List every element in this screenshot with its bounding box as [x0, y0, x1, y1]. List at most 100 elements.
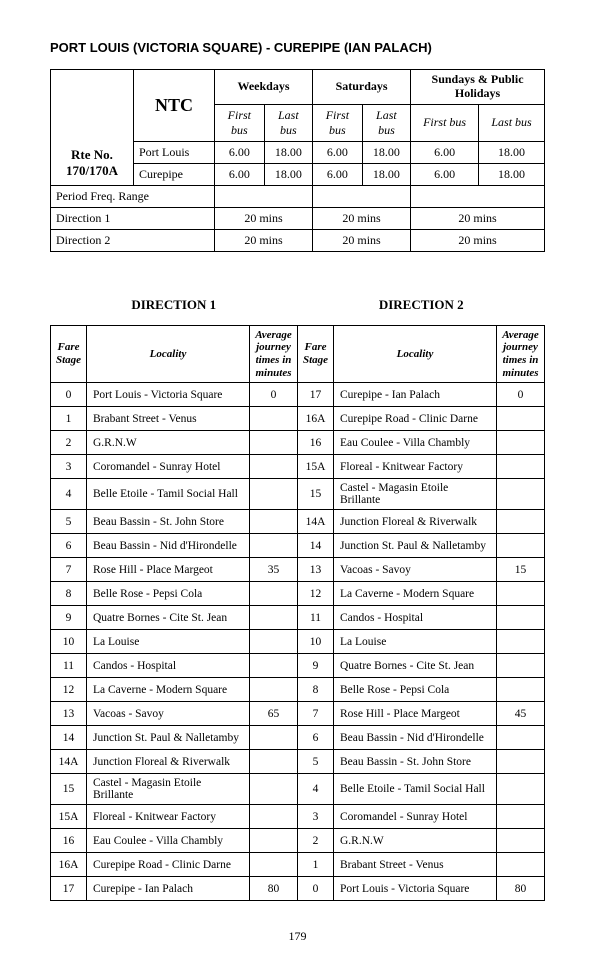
table-row: 9Quatre Bornes - Cite St. Jean11Candos -… — [51, 606, 545, 630]
table-row: 14AJunction Floreal & Riverwalk5Beau Bas… — [51, 750, 545, 774]
fare-stage: 1 — [298, 853, 334, 877]
time-cell: 18.00 — [479, 141, 545, 163]
fare-stage: 14A — [51, 750, 87, 774]
fare-stage: 14 — [51, 726, 87, 750]
fare-stage: 16A — [51, 853, 87, 877]
avg-time — [497, 431, 545, 455]
locality: Beau Bassin - St. John Store — [334, 750, 497, 774]
fare-stage: 13 — [51, 702, 87, 726]
fare-stage: 14 — [298, 534, 334, 558]
avg-time — [497, 407, 545, 431]
table-row: 17Curepipe - Ian Palach800Port Louis - V… — [51, 877, 545, 901]
locality: Floreal - Knitwear Factory — [87, 805, 250, 829]
avg-time — [250, 455, 298, 479]
locality: Vacoas - Savoy — [87, 702, 250, 726]
fare-stage: 11 — [298, 606, 334, 630]
locality: Belle Rose - Pepsi Cola — [87, 582, 250, 606]
locality: Belle Etoile - Tamil Social Hall — [87, 479, 250, 510]
fare-stage: 7 — [298, 702, 334, 726]
fare-stage: 0 — [51, 383, 87, 407]
schedule-table: NTC Weekdays Saturdays Sundays & Public … — [50, 69, 545, 252]
fare-stage: 3 — [298, 805, 334, 829]
avg-time — [250, 431, 298, 455]
fare-stage: 1 — [51, 407, 87, 431]
table-row: 7Rose Hill - Place Margeot3513Vacoas - S… — [51, 558, 545, 582]
fare-stage: 2 — [51, 431, 87, 455]
locality: Rose Hill - Place Margeot — [334, 702, 497, 726]
table-row: 11Candos - Hospital9Quatre Bornes - Cite… — [51, 654, 545, 678]
avg-time — [250, 829, 298, 853]
sundays-header: Sundays & Public Holidays — [411, 70, 545, 105]
locality: Castel - Magasin Etoile Brillante — [334, 479, 497, 510]
locality: Curepipe Road - Clinic Darne — [334, 407, 497, 431]
avg-time — [250, 805, 298, 829]
col-fare-1: Fare Stage — [51, 325, 87, 383]
fare-stage: 3 — [51, 455, 87, 479]
table-row: 15AFloreal - Knitwear Factory3Coromandel… — [51, 805, 545, 829]
fare-stage: 17 — [51, 877, 87, 901]
avg-time — [250, 726, 298, 750]
fare-stage: 5 — [298, 750, 334, 774]
fare-stage: 15A — [298, 455, 334, 479]
locality: Rose Hill - Place Margeot — [87, 558, 250, 582]
fare-stage: 5 — [51, 510, 87, 534]
table-row: 15Castel - Magasin Etoile Brillante4Bell… — [51, 774, 545, 805]
locality: Candos - Hospital — [87, 654, 250, 678]
locality: Port Louis - Victoria Square — [334, 877, 497, 901]
col-locality-1: Locality — [87, 325, 250, 383]
avg-time — [497, 455, 545, 479]
locality: La Caverne - Modern Square — [87, 678, 250, 702]
table-row: 8Belle Rose - Pepsi Cola12La Caverne - M… — [51, 582, 545, 606]
avg-time — [250, 654, 298, 678]
avg-time — [250, 606, 298, 630]
origin-portlouis: Port Louis — [134, 141, 215, 163]
fare-stage: 6 — [298, 726, 334, 750]
stops-table: Fare Stage Locality Average journey time… — [50, 325, 545, 902]
time-cell: 6.00 — [411, 141, 479, 163]
locality: Curepipe - Ian Palach — [334, 383, 497, 407]
fare-stage: 4 — [298, 774, 334, 805]
avg-time: 0 — [250, 383, 298, 407]
locality: Curepipe - Ian Palach — [87, 877, 250, 901]
fare-stage: 16 — [298, 431, 334, 455]
time-cell: 6.00 — [215, 141, 265, 163]
avg-time: 35 — [250, 558, 298, 582]
avg-time — [250, 853, 298, 877]
fare-stage: 15 — [51, 774, 87, 805]
avg-time — [250, 678, 298, 702]
avg-time — [497, 630, 545, 654]
saturdays-header: Saturdays — [313, 70, 411, 105]
locality: Junction St. Paul & Nalletamby — [334, 534, 497, 558]
page-number: 179 — [50, 929, 545, 944]
table-row: 16ACurepipe Road - Clinic Darne1Brabant … — [51, 853, 545, 877]
avg-time: 15 — [497, 558, 545, 582]
locality: La Caverne - Modern Square — [334, 582, 497, 606]
locality: Port Louis - Victoria Square — [87, 383, 250, 407]
avg-time: 0 — [497, 383, 545, 407]
locality: Coromandel - Sunray Hotel — [334, 805, 497, 829]
locality: Junction St. Paul & Nalletamby — [87, 726, 250, 750]
fare-stage: 14A — [298, 510, 334, 534]
fare-stage: 9 — [51, 606, 87, 630]
locality: Castel - Magasin Etoile Brillante — [87, 774, 250, 805]
table-row: 1Brabant Street - Venus16ACurepipe Road … — [51, 407, 545, 431]
table-row: 2G.R.N.W16Eau Coulee - Villa Chambly — [51, 431, 545, 455]
avg-time — [497, 805, 545, 829]
avg-time: 65 — [250, 702, 298, 726]
table-row: 4Belle Etoile - Tamil Social Hall15Caste… — [51, 479, 545, 510]
fare-stage: 16 — [51, 829, 87, 853]
fare-stage: 9 — [298, 654, 334, 678]
avg-time — [250, 534, 298, 558]
lastbus-sat: Last bus — [362, 104, 410, 141]
avg-time — [497, 510, 545, 534]
locality: Beau Bassin - Nid d'Hirondelle — [334, 726, 497, 750]
direction2-label: Direction 2 — [51, 229, 215, 251]
freq-cell: 20 mins — [411, 207, 545, 229]
col-avg-2: Average journey times in minutes — [497, 325, 545, 383]
locality: Eau Coulee - Villa Chambly — [334, 431, 497, 455]
locality: La Louise — [334, 630, 497, 654]
locality: Belle Rose - Pepsi Cola — [334, 678, 497, 702]
avg-time — [497, 534, 545, 558]
locality: Quatre Bornes - Cite St. Jean — [334, 654, 497, 678]
locality: Quatre Bornes - Cite St. Jean — [87, 606, 250, 630]
